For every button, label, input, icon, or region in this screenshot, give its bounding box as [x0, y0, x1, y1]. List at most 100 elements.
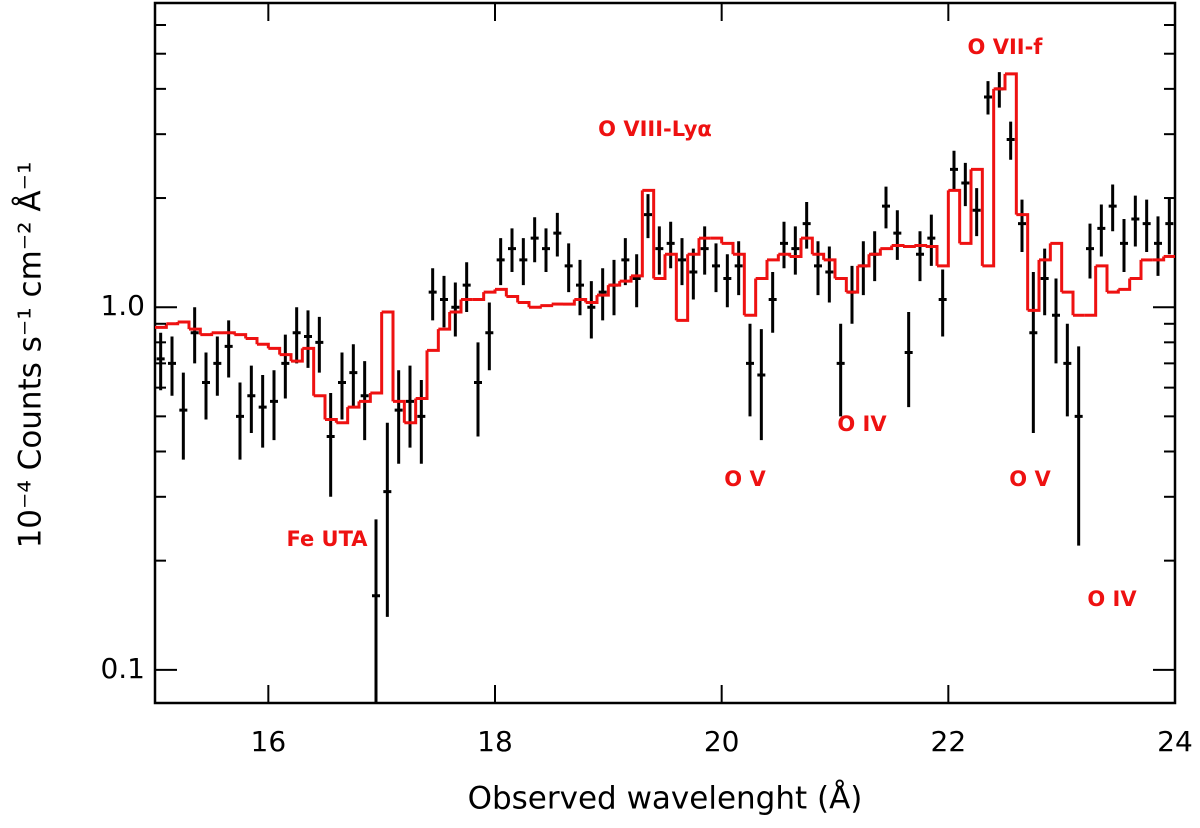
model-step [789, 238, 803, 258]
model-step [1129, 259, 1143, 280]
model-step [415, 350, 429, 401]
model-step [325, 418, 338, 423]
model-step [846, 265, 860, 294]
model-step [540, 304, 554, 308]
model-step [1050, 241, 1064, 293]
error-bar [723, 254, 732, 308]
error-bar [1086, 223, 1094, 279]
model-step [483, 289, 497, 294]
error-bar [496, 238, 505, 286]
line-annotation: O V [1009, 467, 1051, 491]
line-annotation: O IV [1087, 587, 1137, 611]
y-axis-label: 10⁻⁴ Counts s⁻¹ cm⁻² Å⁻¹ [13, 162, 49, 549]
x-tick-label: 20 [704, 725, 740, 758]
model-step [427, 329, 440, 352]
model-step [1016, 213, 1030, 311]
error-bar [1097, 204, 1106, 257]
error-bar [1131, 195, 1140, 247]
error-bar [655, 226, 664, 275]
error-bar [666, 221, 675, 269]
error-bar [462, 262, 471, 312]
error-bar [1074, 346, 1083, 546]
error-bar [587, 281, 596, 339]
error-bar [927, 214, 936, 266]
error-bar [1120, 219, 1128, 273]
error-bar [984, 81, 992, 115]
model-step [835, 276, 848, 293]
model-step [914, 243, 928, 247]
error-bar [870, 231, 879, 282]
model-step [313, 394, 327, 420]
model-step [891, 243, 905, 247]
x-tick-label: 18 [477, 725, 513, 758]
model-step [245, 336, 259, 345]
error-bar [236, 382, 244, 460]
model-step [993, 73, 1007, 91]
model-step [155, 323, 168, 329]
model-step [393, 399, 406, 423]
model-step [381, 310, 395, 402]
model-step [925, 245, 939, 266]
error-bar [383, 422, 392, 617]
model-step [937, 190, 950, 268]
model-step [653, 254, 667, 280]
model-step [801, 236, 814, 255]
model-step [506, 295, 520, 303]
error-bar [632, 254, 641, 308]
model-step [744, 278, 758, 317]
model-step [903, 245, 916, 249]
model-step [291, 348, 304, 363]
model-step [1039, 243, 1052, 262]
error-bar [1029, 272, 1038, 433]
error-bar [292, 307, 301, 364]
model-step [234, 333, 248, 339]
error-bar [213, 336, 222, 396]
error-bar [746, 323, 754, 417]
model-step [1118, 278, 1132, 291]
error-bar [224, 320, 233, 378]
model-step [336, 407, 350, 425]
line-annotation: O IV [837, 412, 887, 436]
error-bar [972, 188, 981, 237]
error-bar [440, 275, 448, 328]
x-tick-label: 22 [931, 725, 967, 758]
error-bar [179, 372, 188, 460]
y-tick-label: 0.1 [100, 652, 145, 685]
model-step [370, 311, 384, 395]
model-step [767, 254, 780, 262]
error-bar [474, 342, 482, 437]
x-tick-label: 24 [1157, 725, 1193, 758]
model-step [166, 322, 180, 326]
error-bar [247, 365, 256, 433]
error-bar [394, 370, 403, 464]
error-bar [825, 246, 834, 303]
error-bar [621, 238, 630, 286]
model-step [857, 254, 871, 268]
model-step [347, 401, 361, 409]
model-step [642, 188, 656, 279]
model-step [223, 331, 236, 335]
error-bar [882, 186, 890, 229]
error-bar [406, 365, 414, 448]
model-step [359, 392, 372, 403]
model-step [1084, 265, 1098, 317]
model-step [823, 258, 837, 279]
error-bar [904, 311, 913, 408]
error-bar [768, 272, 777, 333]
error-bar [326, 392, 335, 497]
error-bar [610, 259, 618, 316]
line-annotation: O VII-f [968, 35, 1044, 59]
model-step [755, 259, 769, 280]
model-step [733, 252, 746, 316]
error-bar [576, 259, 584, 316]
model-step [597, 285, 610, 297]
model-step [563, 299, 576, 306]
error-bar [553, 212, 562, 257]
model-step [1027, 259, 1041, 312]
error-bar [372, 519, 380, 703]
model-step [438, 311, 452, 331]
model-step [687, 238, 701, 256]
model-step [177, 320, 191, 330]
error-bar [304, 310, 312, 368]
